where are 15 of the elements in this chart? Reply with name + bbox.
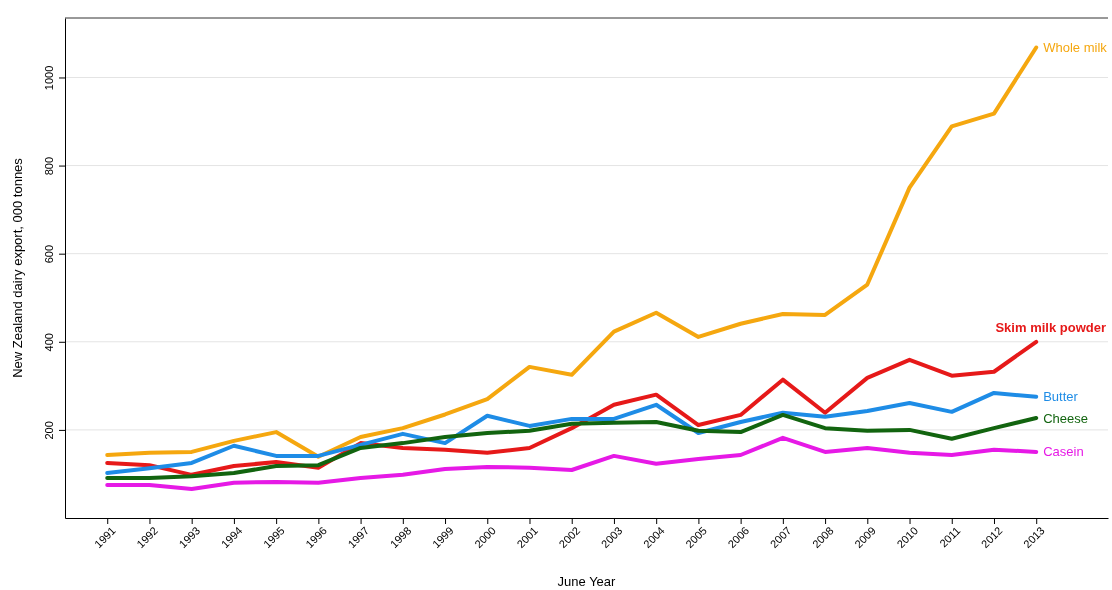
y-tick-label: 600 xyxy=(42,245,55,264)
series-label: Skim milk powder xyxy=(995,320,1106,336)
y-tick-label: 200 xyxy=(42,421,55,440)
series-label: Whole milk xyxy=(1043,40,1108,56)
line-series xyxy=(105,412,1039,480)
y-tick-label: 800 xyxy=(42,156,55,176)
x-axis-title: June Year xyxy=(557,574,617,589)
y-axis-title: New Zealand dairy export, 000 tonnes xyxy=(10,157,25,378)
line-series xyxy=(105,435,1039,491)
series-label: Cheese xyxy=(1043,410,1089,426)
line-series xyxy=(105,390,1039,476)
y-tick-label: 400 xyxy=(42,333,55,352)
y-tick-label: 1000 xyxy=(42,65,55,91)
series-label: Butter xyxy=(1043,389,1079,405)
series-label: Casein xyxy=(1043,444,1084,460)
